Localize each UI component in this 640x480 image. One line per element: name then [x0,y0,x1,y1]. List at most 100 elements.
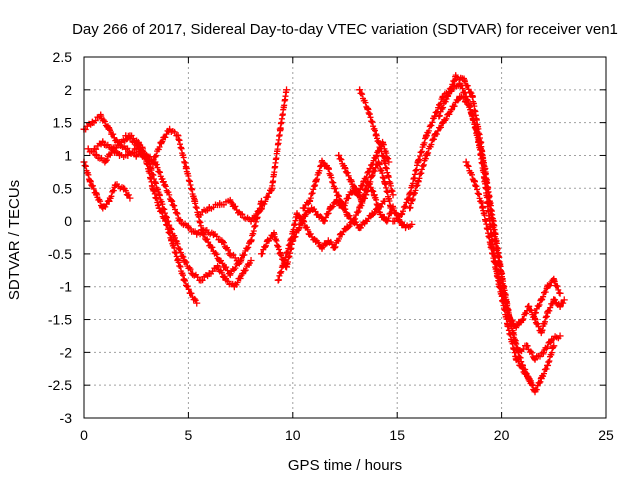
x-tick-label: 20 [494,427,510,443]
data-point [174,256,182,264]
data-point [439,119,447,127]
marker-trail [436,72,557,394]
data-point [550,276,558,284]
data-point [247,256,255,264]
data-point [362,191,370,199]
data-point [422,132,430,140]
data-point [544,309,552,317]
data-point [216,256,224,264]
data-point [531,355,539,363]
y-tick-label: -1.5 [48,312,72,328]
data-point [312,237,320,245]
data-point [93,191,101,199]
data-point [343,211,351,219]
data-point [544,283,552,291]
data-point [147,165,155,173]
data-point [205,204,213,212]
data-point [84,145,92,153]
data-point [197,276,205,284]
data-point [207,243,215,251]
data-point [366,165,374,173]
data-point [548,335,556,343]
data-point [132,151,140,159]
data-point [462,158,470,166]
data-point [422,151,430,159]
data-point [456,79,464,87]
data-point [176,217,184,225]
data-point [205,270,213,278]
data-point [299,217,307,225]
data-point [88,119,96,127]
data-point [349,217,357,225]
data-point [550,342,558,350]
data-point [525,302,533,310]
series-arc-8 [274,158,395,284]
axis-ticks: 0 5 10 15 20 25 -3 -2.5 -2 -1.5 -1 -0.5 0 0.5 1 1.5 2 2.5 [48,49,614,443]
grid-lines [84,57,606,418]
data-point [257,250,265,258]
data-point [105,197,113,205]
series-arc-6 [195,86,291,225]
data-point [414,178,422,186]
data-point [293,211,301,219]
data-point [389,217,397,225]
data-point [406,204,414,212]
data-point [531,388,539,396]
data-point [118,138,126,146]
data-point [431,132,439,140]
data-point [341,165,349,173]
data-point [97,112,105,120]
data-point [195,211,203,219]
data-point [387,204,395,212]
y-axis-label: SDTVAR / TECUs [6,180,23,300]
data-point [324,165,332,173]
data-point [544,361,552,369]
data-point [537,296,545,304]
data-point [537,329,545,337]
data-point [331,184,339,192]
data-point [226,250,234,258]
plot-frame [83,56,607,419]
data-point [193,299,201,307]
data-point [531,316,539,324]
data-point [168,197,176,205]
data-point [166,125,174,133]
data-point [214,263,222,271]
y-tick-label: 2.5 [53,49,73,65]
data-point [504,322,512,330]
data-point [276,250,284,258]
data-point [477,138,485,146]
data-point [237,256,245,264]
series-arc-9 [299,157,389,232]
data-point [550,296,558,304]
data-point [306,230,314,238]
data-point [356,86,364,94]
data-point [186,289,194,297]
data-point [218,237,226,245]
data-point [456,92,464,100]
data-point [512,355,520,363]
data-point [287,237,295,245]
data-point [324,237,332,245]
data-point [518,316,526,324]
data-point [370,191,378,199]
data-point [381,197,389,205]
data-point [356,224,364,232]
data-point [479,204,487,212]
data-point [556,289,564,297]
y-tick-label: -0.5 [48,246,72,262]
chart-title: Day 266 of 2017, Sidereal Day-to-day VTE… [72,21,618,38]
data-point [318,158,326,166]
data-point [312,178,320,186]
data-point [389,191,397,199]
data-point [368,171,376,179]
data-point [247,237,255,245]
data-point [326,204,334,212]
data-point [122,132,130,140]
data-point [496,283,504,291]
marker-trail [81,159,132,210]
data-point [216,201,224,209]
data-point [408,220,416,228]
y-tick-label: 0.5 [53,180,73,196]
data-point [452,73,460,81]
